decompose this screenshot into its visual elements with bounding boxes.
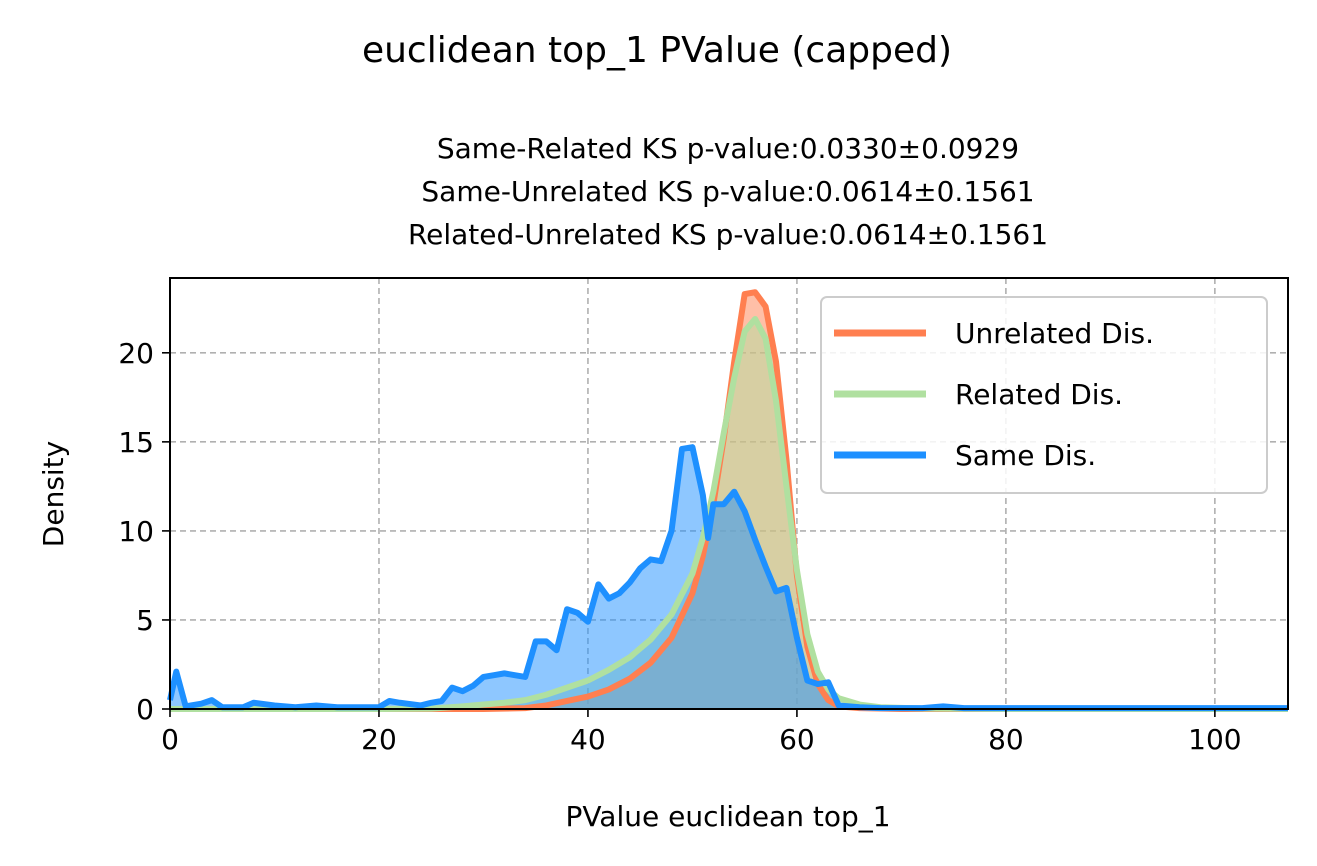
y-tick-label: 15 <box>118 426 154 459</box>
subtitle-line-2: Same-Unrelated KS p-value:0.0614±0.1561 <box>421 175 1034 208</box>
subtitle-line-3: Related-Unrelated KS p-value:0.0614±0.15… <box>408 218 1048 251</box>
legend-label-unrelated-dis: Unrelated Dis. <box>955 317 1154 350</box>
x-tick-label: 20 <box>361 723 397 756</box>
legend: Unrelated Dis. Related Dis. Same Dis. <box>820 296 1268 494</box>
line-same-dis <box>167 444 1288 712</box>
x-tick-label: 60 <box>779 723 815 756</box>
x-tick-label: 100 <box>1188 723 1241 756</box>
y-tick-label: 5 <box>136 604 154 637</box>
y-tick-label: 20 <box>118 337 154 370</box>
x-tick-label: 40 <box>570 723 606 756</box>
x-tick-label: 0 <box>161 723 179 756</box>
chart-suptitle: euclidean top_1 PValue (capped) <box>362 30 952 71</box>
y-axis-label: Density <box>37 441 70 547</box>
subtitle-line-1: Same-Related KS p-value:0.0330±0.0929 <box>437 132 1019 165</box>
axis-ticks: 0 20 40 60 80 100 0 5 10 15 20 <box>118 337 1241 756</box>
legend-label-related-dis: Related Dis. <box>955 378 1123 411</box>
area-same-dis <box>170 447 1288 709</box>
x-tick-label: 80 <box>988 723 1024 756</box>
plot-frame <box>169 277 1289 710</box>
legend-box <box>820 296 1268 494</box>
series-lines <box>167 289 1288 712</box>
x-axis-label: PValue euclidean top_1 <box>565 800 890 833</box>
y-tick-label: 0 <box>136 693 154 726</box>
legend-label-same-dis: Same Dis. <box>955 439 1096 472</box>
y-tick-label: 10 <box>118 515 154 548</box>
